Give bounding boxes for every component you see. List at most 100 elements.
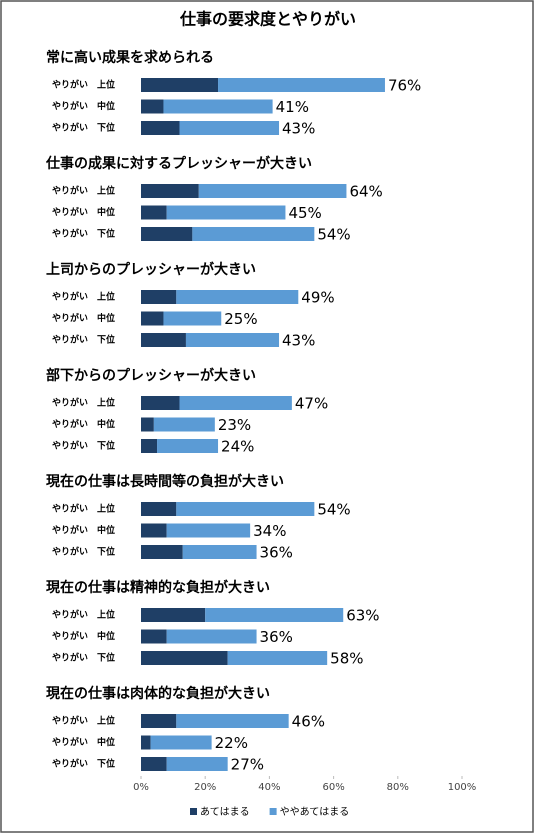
bar-segment: [185, 333, 280, 347]
bar-segment: [141, 629, 167, 644]
category-label: やりがい 上位: [52, 185, 115, 197]
bar-segment: [166, 629, 257, 644]
category-label: やりがい 上位: [52, 291, 115, 303]
group-title: 現在の仕事は肉体的な負担が大きい: [46, 685, 270, 702]
category-label: やりがい 上位: [52, 79, 115, 91]
bar-segment: [198, 184, 347, 198]
group-title: 現在の仕事は長時間等の負担が大きい: [46, 473, 284, 490]
bar-segment: [141, 121, 180, 135]
bar-segment: [141, 311, 164, 326]
bar-segment: [141, 396, 180, 410]
bar-segment: [141, 333, 186, 347]
category-label: やりがい 中位: [52, 418, 115, 430]
total-label: 63%: [346, 607, 379, 625]
total-label: 58%: [330, 650, 363, 668]
bar-segment: [141, 714, 177, 728]
category-label: やりがい 中位: [52, 312, 115, 324]
chart-title: 仕事の要求度とやりがい: [179, 10, 356, 29]
bar-segment: [163, 311, 222, 326]
group-title: 上司からのプレッシャーが大きい: [46, 261, 256, 278]
bar-segment: [166, 523, 251, 538]
total-label: 46%: [292, 713, 325, 731]
category-label: やりがい 上位: [52, 609, 115, 621]
category-label: やりがい 下位: [52, 652, 115, 664]
total-label: 27%: [231, 756, 264, 774]
bar-segment: [218, 78, 385, 92]
category-label: やりがい 中位: [52, 524, 115, 536]
bar-segment: [141, 757, 167, 771]
bar-segment: [153, 417, 215, 432]
x-tick-label: 60%: [322, 782, 344, 793]
bar-segment: [179, 396, 292, 410]
bar-segment: [176, 290, 299, 304]
total-label: 54%: [317, 501, 350, 519]
bar-segment: [141, 205, 167, 220]
category-label: やりがい 下位: [52, 546, 115, 558]
category-label: やりがい 下位: [52, 334, 115, 346]
total-label: 23%: [218, 416, 251, 434]
total-label: 43%: [282, 332, 315, 350]
total-label: 36%: [260, 628, 293, 646]
total-label: 47%: [295, 395, 328, 413]
group-title: 常に高い成果を求められる: [46, 49, 214, 66]
bar-segment: [141, 290, 177, 304]
total-label: 54%: [317, 226, 350, 244]
total-label: 34%: [253, 522, 286, 540]
category-label: やりがい 下位: [52, 440, 115, 452]
total-label: 45%: [288, 204, 321, 222]
bar-segment: [166, 205, 286, 220]
total-label: 22%: [215, 734, 248, 752]
total-label: 76%: [388, 77, 421, 95]
category-label: やりがい 上位: [52, 715, 115, 727]
bar-segment: [227, 651, 328, 665]
bar-segment: [150, 735, 212, 750]
total-label: 41%: [276, 98, 309, 116]
bar-segment: [205, 608, 344, 622]
bar-segment: [141, 227, 193, 241]
bar-segment: [141, 502, 177, 516]
bar-segment: [163, 99, 273, 114]
bar-segment: [141, 523, 167, 538]
total-label: 43%: [282, 120, 315, 138]
bar-segment: [141, 608, 206, 622]
category-label: やりがい 下位: [52, 758, 115, 770]
total-label: 49%: [301, 289, 334, 307]
total-label: 25%: [224, 310, 257, 328]
category-label: やりがい 中位: [52, 206, 115, 218]
category-label: やりがい 中位: [52, 736, 115, 748]
legend-label: ややあてはまる: [280, 806, 350, 818]
total-label: 64%: [349, 183, 382, 201]
category-label: やりがい 下位: [52, 122, 115, 134]
x-tick-label: 0%: [133, 782, 149, 793]
category-label: やりがい 中位: [52, 100, 115, 112]
bar-segment: [166, 757, 228, 771]
category-label: やりがい 上位: [52, 397, 115, 409]
total-label: 36%: [260, 544, 293, 562]
bar-segment: [176, 502, 315, 516]
bar-segment: [141, 417, 154, 432]
group-title: 部下からのプレッシャーが大きい: [46, 367, 256, 384]
bar-segment: [141, 184, 199, 198]
bar-segment: [141, 78, 219, 92]
legend-swatch: [269, 808, 277, 815]
bar-segment: [141, 439, 158, 453]
x-tick-label: 80%: [387, 782, 409, 793]
x-tick-label: 100%: [448, 782, 477, 793]
legend-label: あてはまる: [200, 806, 250, 818]
category-label: やりがい 下位: [52, 228, 115, 240]
bar-segment: [182, 545, 257, 559]
group-title: 仕事の成果に対するプレッシャーが大きい: [45, 155, 312, 172]
x-tick-label: 20%: [194, 782, 216, 793]
bar-segment: [192, 227, 315, 241]
category-label: やりがい 中位: [52, 630, 115, 642]
bar-segment: [141, 735, 151, 750]
bar-segment: [157, 439, 219, 453]
bar-segment: [176, 714, 289, 728]
legend-swatch: [190, 808, 197, 815]
total-label: 24%: [221, 438, 254, 456]
bar-segment: [141, 651, 228, 665]
bar-segment: [179, 121, 280, 135]
bar-segment: [141, 545, 183, 559]
